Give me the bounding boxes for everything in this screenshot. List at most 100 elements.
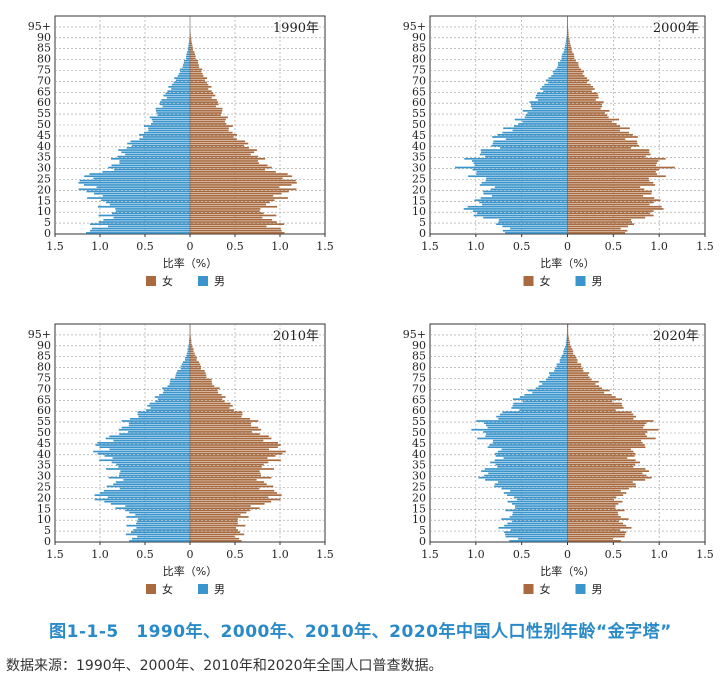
male-bar xyxy=(505,232,568,234)
female-bar xyxy=(567,474,647,477)
female-bar xyxy=(567,361,578,363)
male-bar xyxy=(479,201,568,204)
female-bar xyxy=(190,99,217,101)
female-bar xyxy=(190,44,193,47)
male-bar xyxy=(548,77,568,79)
female-bar xyxy=(567,116,609,119)
x-tick-label: 0 xyxy=(187,548,194,561)
female-bar xyxy=(567,492,627,494)
y-tick-label: 95+ xyxy=(403,328,426,341)
male-bar xyxy=(485,155,568,158)
male-bar xyxy=(90,223,190,226)
male-bar xyxy=(131,531,190,534)
y-tick-label: 60 xyxy=(412,404,426,417)
male-bar xyxy=(565,40,568,42)
female-bar xyxy=(190,64,199,66)
male-bar xyxy=(118,149,190,151)
female-bar xyxy=(190,498,281,501)
female-bar xyxy=(567,38,570,40)
male-bar xyxy=(118,465,190,468)
male-bar xyxy=(483,216,568,219)
male-bar xyxy=(115,210,190,212)
male-bar xyxy=(530,105,568,108)
panel-title: 2010年 xyxy=(273,329,319,344)
male-bar xyxy=(501,518,568,520)
female-bar xyxy=(567,356,577,359)
male-bar xyxy=(512,404,568,407)
female-bar xyxy=(190,363,201,366)
male-bar xyxy=(113,439,190,442)
male-bar xyxy=(486,433,568,435)
male-bar xyxy=(186,55,190,58)
male-bar xyxy=(125,509,190,512)
y-tick-label: 20 xyxy=(412,183,426,196)
female-bar xyxy=(190,59,198,62)
male-bar xyxy=(97,441,190,444)
female-bar xyxy=(567,181,654,184)
male-bar xyxy=(485,179,568,182)
female-bar xyxy=(190,518,238,520)
male-bar xyxy=(566,38,568,40)
male-bar xyxy=(105,201,190,204)
male-bar xyxy=(155,109,190,112)
female-bar xyxy=(567,223,635,226)
female-bar xyxy=(190,524,246,527)
female-bar xyxy=(190,341,192,344)
female-bar xyxy=(567,136,638,138)
male-bar xyxy=(151,118,190,121)
female-bar xyxy=(567,394,612,396)
female-bar xyxy=(567,472,643,475)
female-bar xyxy=(567,129,620,132)
male-bar xyxy=(566,337,568,340)
female-bar xyxy=(567,513,619,516)
female-bar xyxy=(190,505,251,507)
y-tick-label: 45 xyxy=(412,437,426,450)
male-bar xyxy=(131,144,190,147)
female-bar xyxy=(567,354,576,357)
y-tick-label: 65 xyxy=(412,85,426,98)
female-bar xyxy=(567,96,599,99)
female-bar xyxy=(567,66,580,69)
male-bar xyxy=(522,109,568,112)
x-axis-label: 比率（%） xyxy=(540,564,594,578)
male-bar xyxy=(186,53,190,55)
male-bar xyxy=(564,346,568,348)
legend-swatch-female xyxy=(146,276,156,286)
female-bar xyxy=(567,157,666,160)
female-bar xyxy=(567,127,630,130)
female-bar xyxy=(190,494,282,496)
female-bar xyxy=(190,96,212,99)
female-bar xyxy=(190,92,214,95)
female-bar xyxy=(190,385,215,387)
female-bar xyxy=(567,509,625,512)
male-bar xyxy=(485,424,568,427)
female-bar xyxy=(190,492,278,494)
male-bar xyxy=(175,79,190,82)
figure-caption: 图1-1-5 1990年、2000年、2010年、2020年中国人口性别年龄“金… xyxy=(49,622,672,642)
male-bar xyxy=(505,138,568,141)
female-bar xyxy=(190,208,261,210)
female-bar xyxy=(190,448,269,451)
male-bar xyxy=(565,343,568,346)
y-tick-label: 50 xyxy=(412,426,426,439)
female-bar xyxy=(567,511,618,514)
male-bar xyxy=(560,356,568,359)
male-bar xyxy=(152,120,190,123)
y-tick-label: 5 xyxy=(44,524,51,537)
male-bar xyxy=(464,157,568,160)
female-bar xyxy=(190,400,225,403)
male-bar xyxy=(125,153,190,156)
male-bar xyxy=(525,114,568,117)
male-bar xyxy=(94,192,190,195)
female-bar xyxy=(190,77,208,79)
female-bar xyxy=(567,229,628,232)
female-bar xyxy=(190,195,274,197)
female-bar xyxy=(567,175,666,178)
x-axis-label: 比率（%） xyxy=(163,564,217,578)
female-bar xyxy=(190,129,229,132)
female-bar xyxy=(190,72,203,75)
female-bar xyxy=(190,223,285,226)
female-bar xyxy=(190,51,195,53)
female-bar xyxy=(190,474,261,477)
male-bar xyxy=(89,173,190,175)
